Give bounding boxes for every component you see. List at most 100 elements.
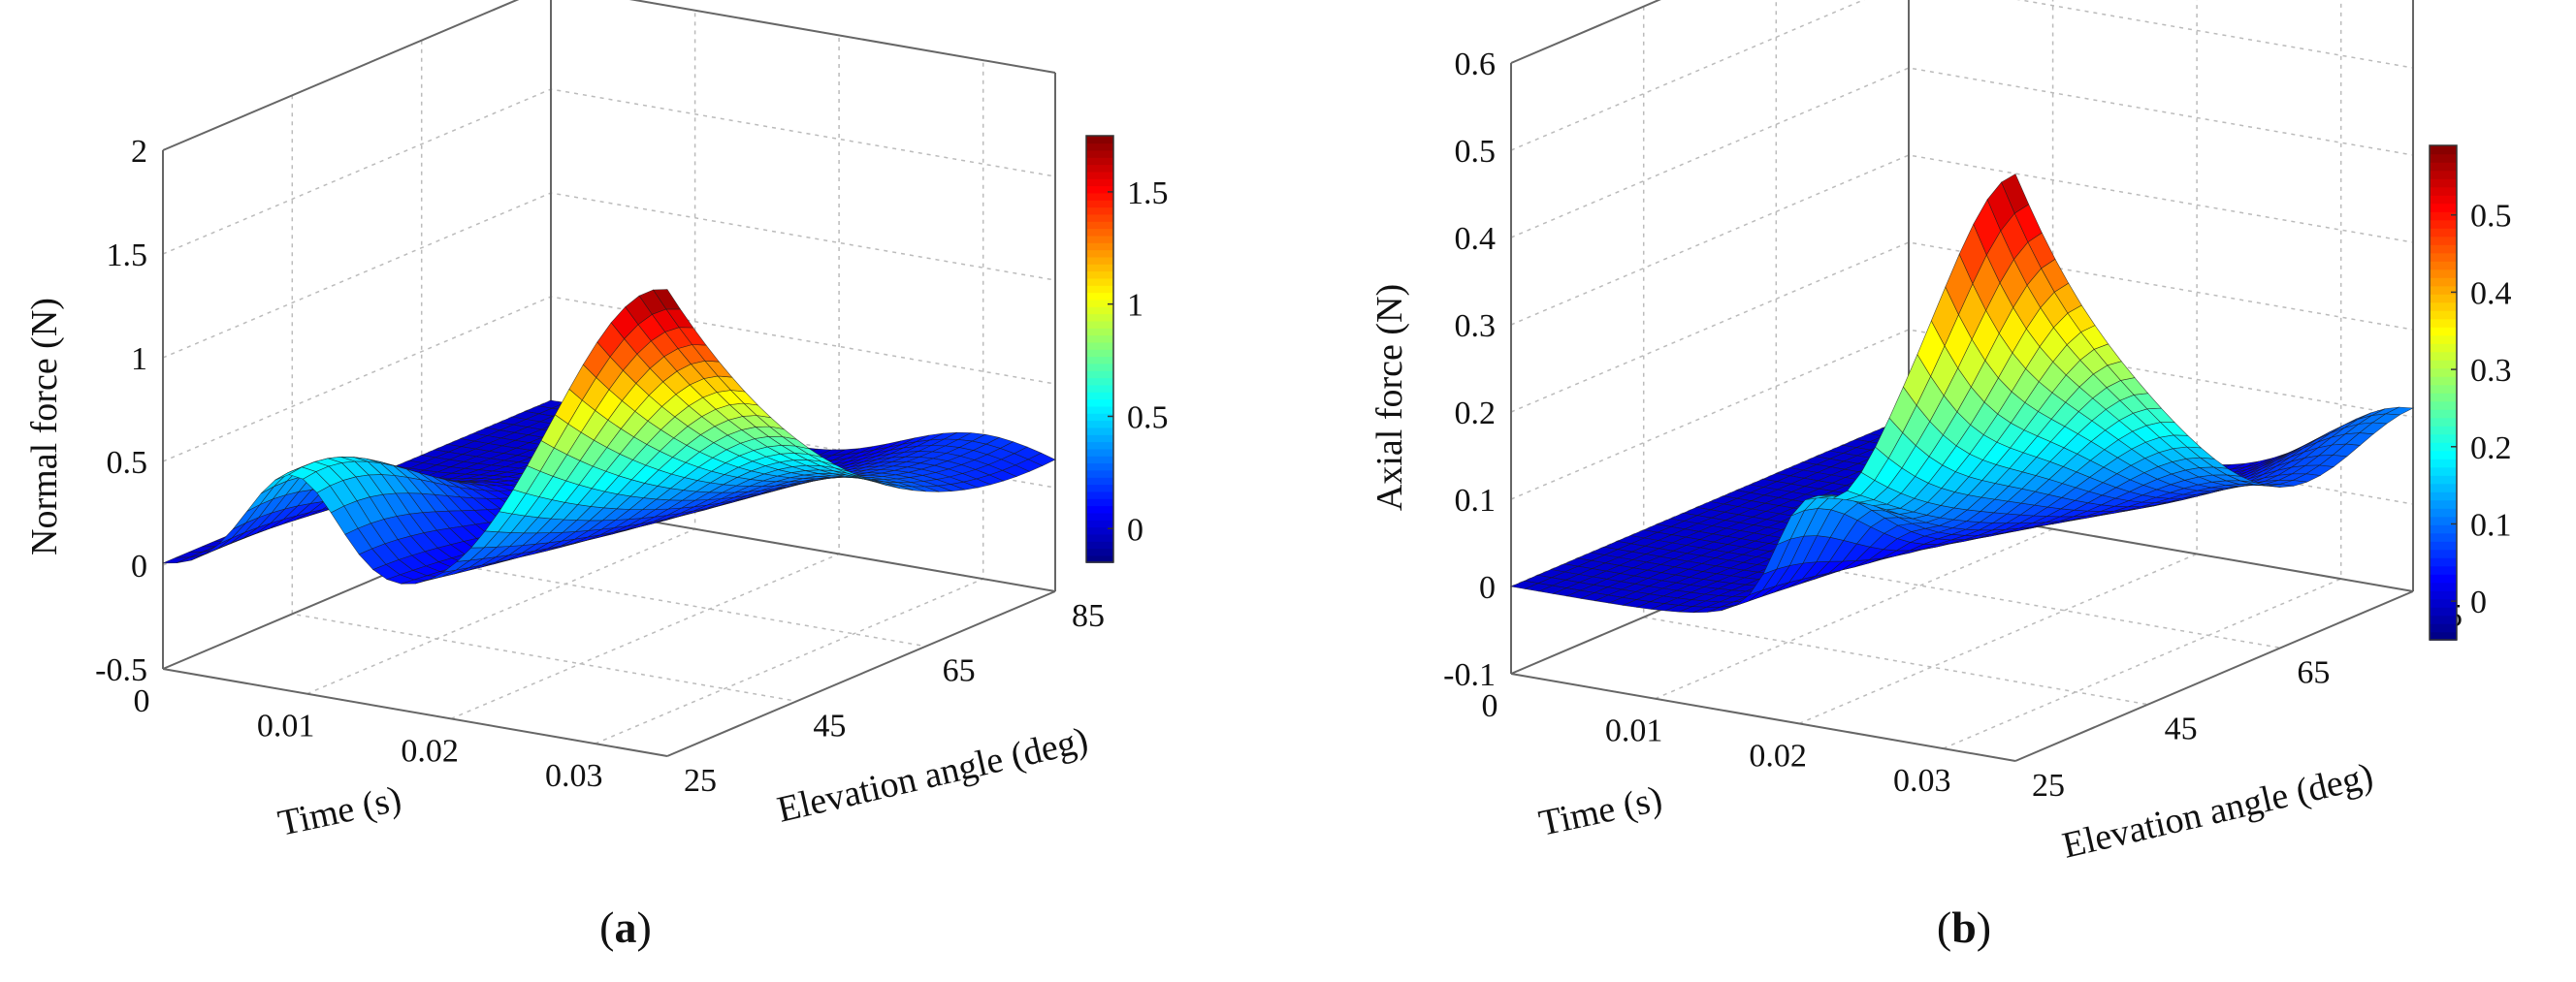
colorbar-segment (2430, 475, 2457, 485)
colorbar-segment (2430, 450, 2457, 459)
z-tick-label: 1 (131, 341, 147, 377)
colorbar-segment (1086, 213, 1113, 222)
colorbar-segment (1086, 143, 1113, 151)
z-tick-label: 0 (131, 549, 147, 585)
colorbar-segment (1086, 398, 1113, 407)
colorbar-segment (1086, 157, 1113, 166)
colorbar-segment (1086, 434, 1113, 443)
colorbar-segment (1086, 456, 1113, 464)
colorbar-segment (1086, 313, 1113, 322)
colorbar-tick-label: 0 (1127, 512, 1143, 548)
y-axis-line (2014, 590, 2414, 762)
colorbar-segment (1086, 541, 1113, 550)
x-tick-label: 0.01 (1605, 713, 1663, 749)
z-gridline (162, 88, 1056, 255)
colorbar-segment (2430, 459, 2457, 468)
z-tick-label: 0.6 (1455, 47, 1497, 82)
colorbar-segment (1086, 491, 1113, 499)
colorbar-tick-label: 1 (1127, 288, 1143, 324)
colorbar-segment (1086, 420, 1113, 428)
colorbar-segment (1086, 341, 1113, 350)
y-tick-label: 45 (2165, 712, 2198, 747)
colorbar-segment (1086, 448, 1113, 457)
colorbar-segment (1086, 384, 1113, 393)
y-tick-label: 25 (2032, 768, 2065, 804)
x-tick-label: 0.02 (1749, 738, 1807, 774)
z-tick-label: 0.4 (1455, 221, 1497, 257)
colorbar-segment (1086, 242, 1113, 251)
z-tick-label: 0 (1479, 570, 1496, 606)
colorbar-segment (2430, 334, 2457, 344)
colorbar-segment (2430, 631, 2457, 641)
colorbar-segment (2430, 541, 2457, 551)
x-axis-label-a: Time (s) (274, 778, 404, 844)
colorbar-segment (2430, 532, 2457, 542)
colorbar-segment (2430, 178, 2457, 188)
axes-box-a (162, 0, 1056, 757)
colorbar-segment (1086, 554, 1113, 563)
colorbar-segment (1086, 441, 1113, 450)
colorbar-segment (2430, 219, 2457, 229)
colorbar-segment (2430, 615, 2457, 624)
x-gridline (1798, 0, 2198, 725)
colorbar-segment (2430, 400, 2457, 410)
colorbar-segment (1086, 334, 1113, 343)
colorbar-frame (2429, 144, 2458, 641)
z-tick-label: 0.2 (1455, 396, 1497, 431)
colorbar-segment (2430, 310, 2457, 320)
colorbar-segment (1086, 206, 1113, 215)
colorbar-segment (2430, 549, 2457, 558)
surface-a (162, 289, 1056, 585)
z-gridline (1510, 67, 2414, 238)
x-tick-label: 0 (134, 683, 150, 719)
colorbar-segment (2430, 426, 2457, 435)
colorbar-segment (1086, 356, 1113, 364)
colorbar-segment (1086, 285, 1113, 294)
colorbar-segment (1086, 299, 1113, 307)
y-tick-label: 65 (2297, 654, 2330, 690)
y-axis-label-b: Elevation angle (deg) (2059, 755, 2377, 867)
colorbar-segment (1086, 498, 1113, 507)
colorbar-segment (2430, 153, 2457, 163)
colorbar-segment (2430, 195, 2457, 205)
colorbar-tick-label: 0.4 (2470, 275, 2512, 311)
y-tick-label: 65 (943, 653, 976, 689)
colorbar-segment (2430, 524, 2457, 534)
colorbar-segment (2430, 557, 2457, 567)
colorbar-segment (2430, 269, 2457, 278)
colorbar-segment (1086, 512, 1113, 521)
colorbar-segment (2430, 574, 2457, 584)
surface-patch (2001, 174, 2030, 214)
colorbar-segment (2430, 367, 2457, 377)
y-tick-label: 25 (684, 763, 717, 799)
z-gridline (1510, 0, 1661, 64)
colorbar-segment (1086, 136, 1113, 144)
caption-a-letter: a (614, 903, 637, 952)
colorbar-segment (2430, 327, 2457, 336)
colorbar-segment (2430, 252, 2457, 262)
ticks-b: -0.100.10.20.30.40.50.600.010.020.03 2545… (1443, 47, 2463, 804)
colorbar-segment (1086, 363, 1113, 371)
caption-b: (b) (1936, 903, 1992, 952)
x-tick-label: 0.03 (1893, 763, 1951, 799)
colorbar-segment (1086, 149, 1113, 158)
z-tick-label: 0.5 (1455, 134, 1497, 170)
colorbar-segment (2430, 565, 2457, 575)
colorbar-segment (2430, 607, 2457, 617)
colorbar-segment (1086, 185, 1113, 194)
colorbar-segment (2430, 491, 2457, 501)
colorbar-segment (1086, 178, 1113, 187)
y-axis-line (666, 590, 1056, 757)
z-tick-label: 0.1 (1455, 483, 1497, 519)
colorbar-segment (2430, 376, 2457, 386)
z-gridline (162, 0, 1056, 151)
colorbar-segment (2430, 277, 2457, 287)
colorbar-segment (2430, 598, 2457, 608)
colorbar-segment (1086, 548, 1113, 556)
colorbar-segment (2430, 211, 2457, 221)
surface-b (1509, 174, 2415, 614)
z-tick-label: 0.3 (1455, 308, 1497, 344)
colorbar-segment (2430, 285, 2457, 295)
y-tick-label: 45 (813, 708, 846, 744)
